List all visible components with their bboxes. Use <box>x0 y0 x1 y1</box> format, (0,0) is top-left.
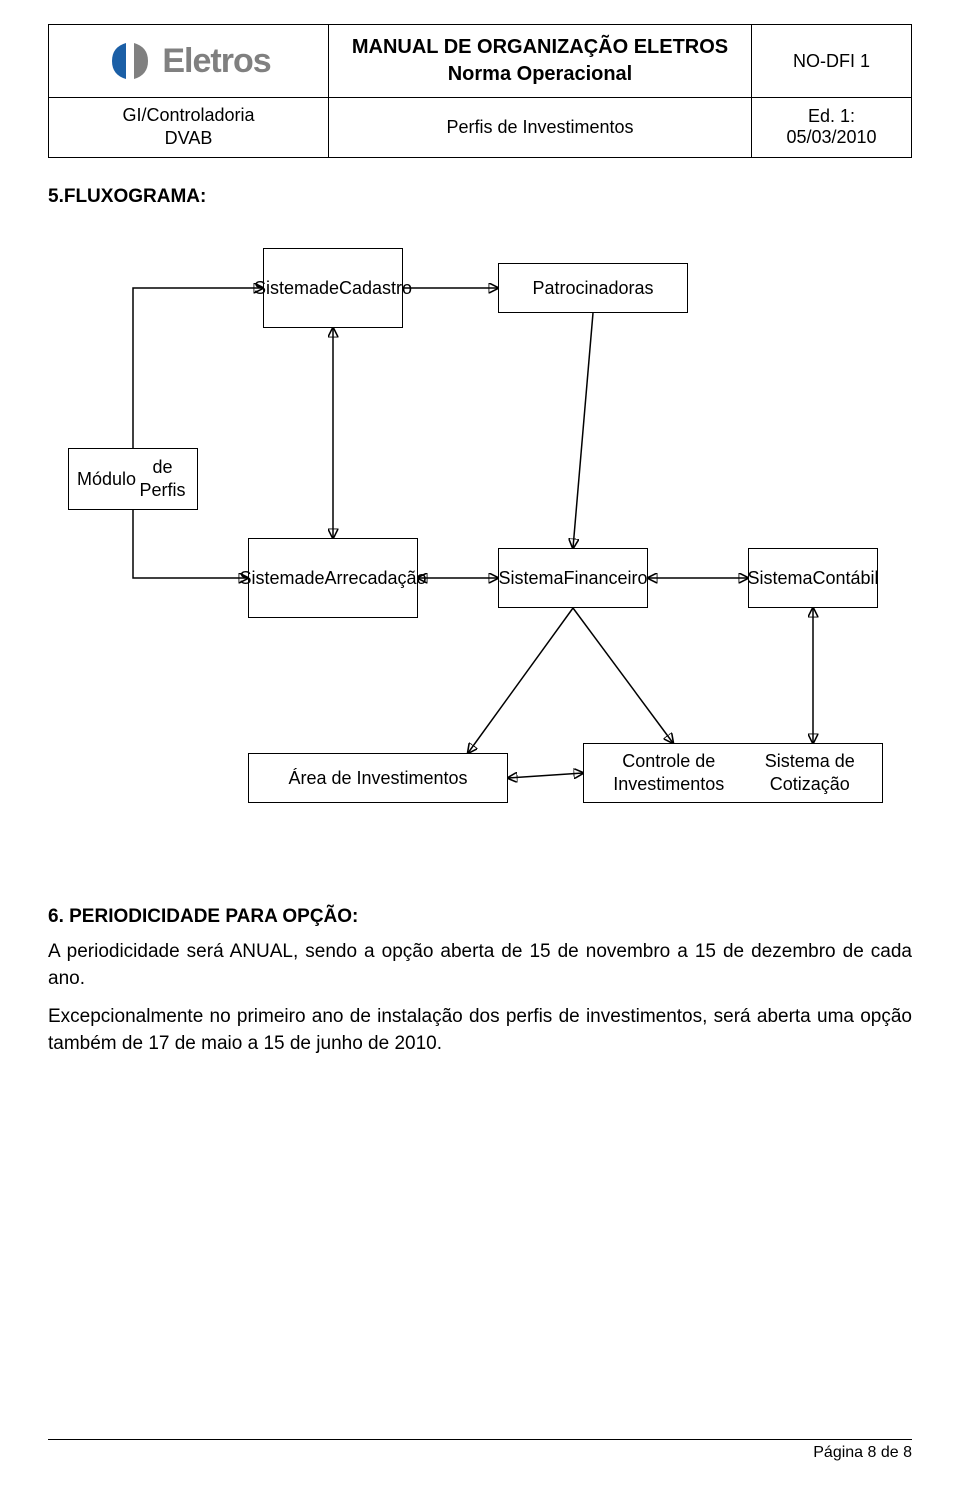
dept-line1: GI/Controladoria <box>59 104 318 127</box>
flow-node-financ: SistemaFinanceiro <box>498 548 648 608</box>
logo: Eletros <box>57 37 320 85</box>
eletros-logo-icon <box>106 37 154 85</box>
subject-cell: Perfis de Investimentos <box>329 98 752 158</box>
flow-node-modulo: Módulode Perfis <box>68 448 198 510</box>
dept-cell: GI/Controladoria DVAB <box>49 98 329 158</box>
period-paragraph-1: A periodicidade será ANUAL, sendo a opçã… <box>48 938 912 993</box>
flowchart-diagram: SistemadeCadastro Patrocinadoras Módulode … <box>48 218 908 878</box>
page-number: Página 8 de 8 <box>813 1444 912 1461</box>
flow-node-patroc: Patrocinadoras <box>498 263 688 313</box>
document-header-table: Eletros MANUAL DE ORGANIZAÇÃO ELETROS No… <box>48 24 912 158</box>
section-6-title: 6. PERIODICIDADE PARA OPÇÃO: <box>48 906 912 928</box>
title-cell: MANUAL DE ORGANIZAÇÃO ELETROS Norma Oper… <box>329 25 752 98</box>
logo-cell: Eletros <box>49 25 329 98</box>
edition-cell: Ed. 1: 05/03/2010 <box>752 98 912 158</box>
title-line2: Norma Operacional <box>339 61 741 88</box>
section-5-title: 5.FLUXOGRAMA: <box>48 186 912 208</box>
page-footer: Página 8 de 8 <box>48 1439 912 1462</box>
flow-node-arrec: SistemadeArrecadação <box>248 538 418 618</box>
dept-line2: DVAB <box>59 127 318 150</box>
period-paragraph-2: Excepcionalmente no primeiro ano de inst… <box>48 1003 912 1058</box>
doc-code: NO-DFI 1 <box>752 25 912 98</box>
flow-node-contabil: SistemaContábil <box>748 548 878 608</box>
flow-node-areainv: Área de Investimentos <box>248 753 508 803</box>
logo-text: Eletros <box>162 42 270 81</box>
flow-node-cadastro: SistemadeCadastro <box>263 248 403 328</box>
title-line1: MANUAL DE ORGANIZAÇÃO ELETROS <box>339 34 741 61</box>
flow-node-controle: Controle de InvestimentosSistema de Coti… <box>583 743 883 803</box>
